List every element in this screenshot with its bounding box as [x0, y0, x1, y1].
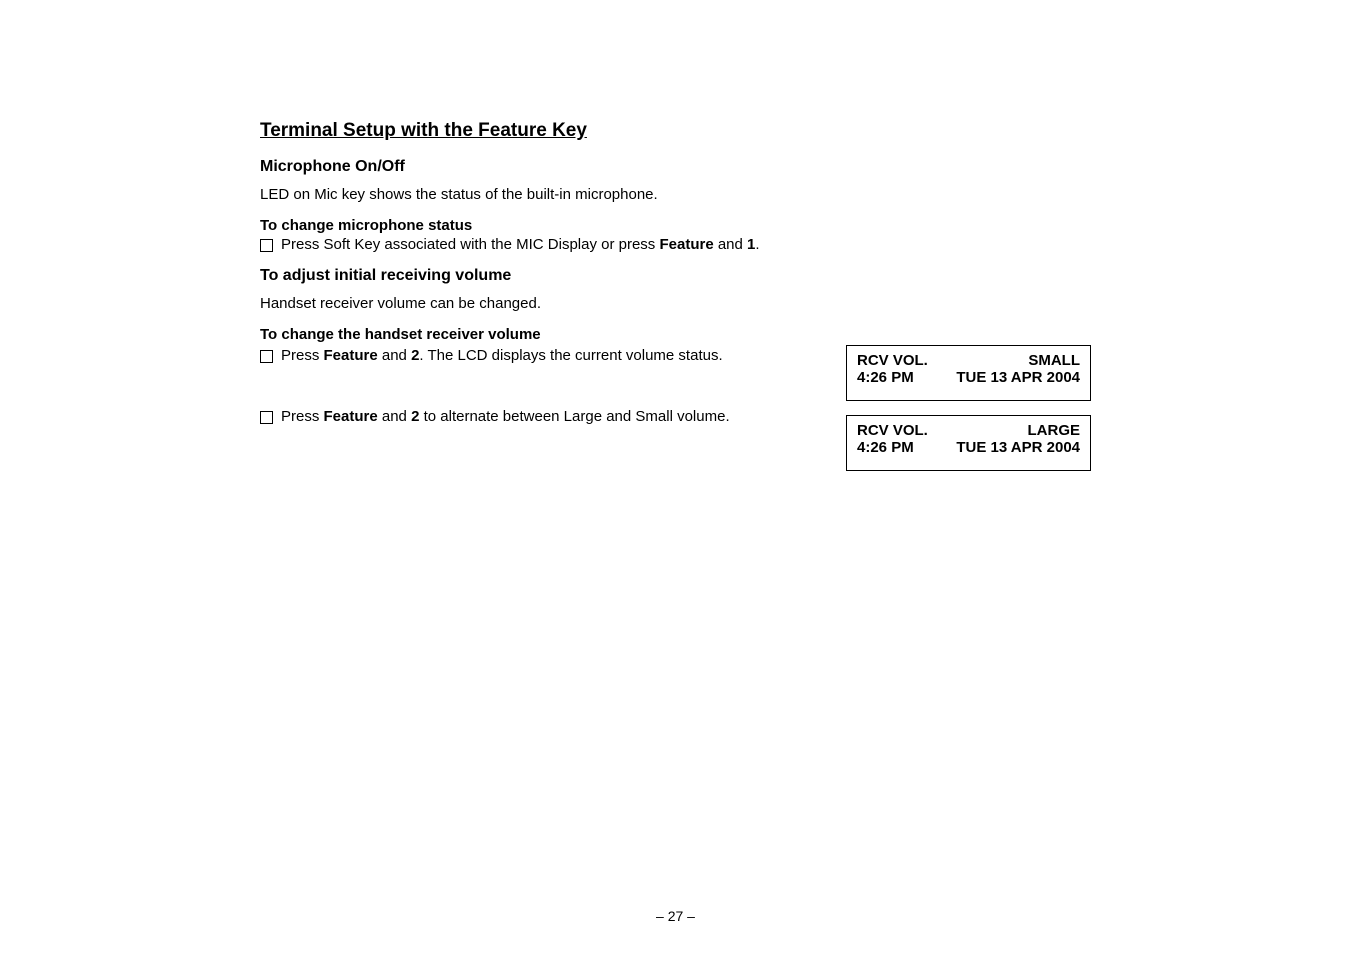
- vol-desc: Handset receiver volume can be changed.: [260, 295, 1091, 312]
- text-fragment: Press: [281, 408, 324, 425]
- lcd-date: TUE 13 APR 2004: [956, 439, 1080, 456]
- lcd-time: 4:26 PM: [857, 369, 914, 386]
- vol-heading: To adjust initial receiving volume: [260, 267, 1091, 285]
- text-fragment: and: [378, 347, 411, 364]
- lcd-value: LARGE: [1028, 422, 1081, 439]
- lcd-value: SMALL: [1028, 352, 1080, 369]
- mic-change-heading: To change microphone status: [260, 217, 1091, 234]
- vol-change-heading: To change the handset receiver volume: [260, 326, 1091, 343]
- mic-step-1: Press Soft Key associated with the MIC D…: [260, 236, 1091, 253]
- text-fragment: and: [714, 236, 747, 253]
- lcd-date: TUE 13 APR 2004: [956, 369, 1080, 386]
- page-number: – 27 –: [0, 908, 1351, 924]
- text-bold: Feature: [324, 347, 378, 364]
- vol-step-2-text: Press Feature and 2 to alternate between…: [281, 408, 730, 425]
- lcd-time: 4:26 PM: [857, 439, 914, 456]
- checkbox-icon: [260, 411, 273, 424]
- text-bold: Feature: [659, 236, 713, 253]
- text-fragment: Press Soft Key associated with the MIC D…: [281, 236, 659, 253]
- lcd-label: RCV VOL.: [857, 422, 928, 439]
- mic-desc: LED on Mic key shows the status of the b…: [260, 186, 1091, 203]
- text-bold: Feature: [324, 408, 378, 425]
- text-fragment: to alternate between Large and Small vol…: [419, 408, 729, 425]
- vol-step-1-text: Press Feature and 2. The LCD displays th…: [281, 347, 723, 364]
- mic-heading: Microphone On/Off: [260, 158, 1091, 176]
- vol-step-2: Press Feature and 2 to alternate between…: [260, 408, 826, 425]
- checkbox-icon: [260, 239, 273, 252]
- lcd-display-large: RCV VOL. LARGE 4:26 PM TUE 13 APR 2004: [846, 415, 1091, 471]
- text-fragment: Press: [281, 347, 324, 364]
- checkbox-icon: [260, 350, 273, 363]
- text-fragment: and: [378, 408, 411, 425]
- vol-step-1: Press Feature and 2. The LCD displays th…: [260, 347, 826, 364]
- lcd-label: RCV VOL.: [857, 352, 928, 369]
- lcd-display-small: RCV VOL. SMALL 4:26 PM TUE 13 APR 2004: [846, 345, 1091, 401]
- mic-step-1-text: Press Soft Key associated with the MIC D…: [281, 236, 760, 253]
- text-fragment: . The LCD displays the current volume st…: [419, 347, 722, 364]
- text-fragment: .: [755, 236, 759, 253]
- section-title: Terminal Setup with the Feature Key: [260, 120, 1091, 142]
